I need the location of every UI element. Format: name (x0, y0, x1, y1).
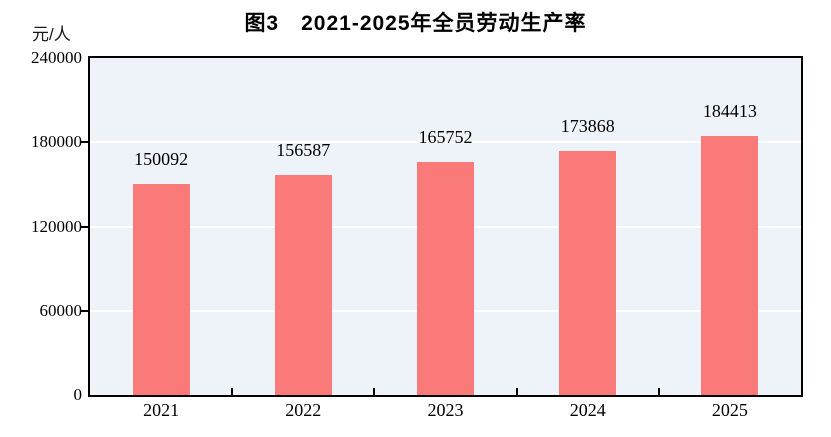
plot-area: 150092 156587 165752 173868 184413 (88, 56, 803, 397)
bar-2023 (417, 162, 474, 395)
x-axis-tick (515, 388, 518, 395)
bar-2021 (132, 184, 190, 395)
chart-title: 图3 2021-2025年全员劳动生产率 (244, 12, 587, 35)
y-tick-label-60000: 60000 (39, 300, 83, 320)
y-axis-unit-label: 元/人 (32, 25, 71, 44)
x-tick-label-2021: 2021 (143, 400, 180, 420)
bar-2024 (559, 150, 617, 395)
x-axis-labels: 2021 2022 2023 2024 2025 (90, 400, 801, 421)
bar-value-label-2024: 173868 (560, 115, 615, 136)
x-tick-label-2022: 2022 (285, 400, 322, 420)
x-axis-tick (231, 388, 234, 395)
bar-value-label-2022: 156587 (276, 140, 331, 161)
bar-value-label-2021: 150092 (134, 149, 189, 170)
bar-value-label-2025: 184413 (702, 101, 757, 122)
y-axis-tick (81, 309, 88, 312)
x-tick-label-2024: 2024 (569, 400, 606, 420)
y-tick-label-0: 0 (73, 385, 83, 404)
y-tick-label-120000: 120000 (31, 216, 82, 236)
y-axis-tick (81, 141, 88, 144)
x-tick-label-2025: 2025 (711, 400, 748, 420)
gridline-180000 (90, 141, 801, 144)
y-axis-tick (81, 225, 88, 228)
x-axis-tick (373, 388, 376, 395)
y-tick-label-240000: 240000 (31, 48, 82, 67)
x-axis-tick (657, 388, 660, 395)
y-tick-label-180000: 180000 (31, 132, 82, 152)
x-tick-label-2023: 2023 (427, 400, 464, 420)
bar-2025 (701, 136, 759, 395)
bar-2022 (274, 175, 332, 395)
bar-value-label-2023: 165752 (418, 127, 473, 148)
